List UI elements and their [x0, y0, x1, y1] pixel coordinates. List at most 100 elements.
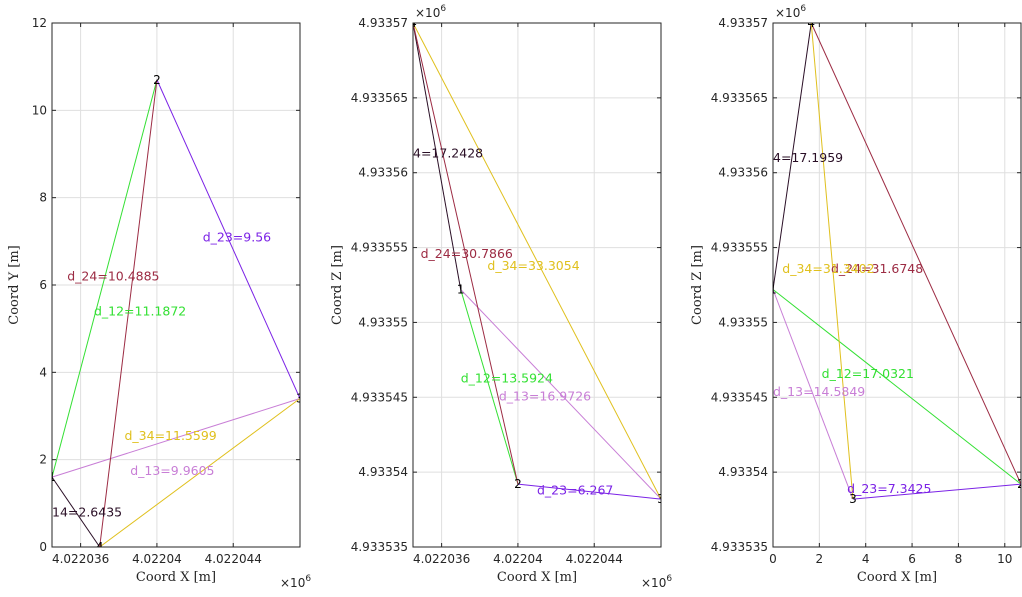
segment-line [772, 289, 1022, 485]
segment-label: 14=2.6435 [52, 504, 122, 519]
chart-panel-2: 4.022036 4.02204 4.022044 4.933535 4.93354 4.… [330, 4, 672, 590]
point-label: 4 [409, 16, 417, 30]
plot-frame [412, 22, 662, 548]
segment-line [810, 22, 854, 500]
y-tick-label: 12 [32, 16, 47, 30]
y-axis-multiplier: ×106 [775, 4, 806, 20]
x-tick-label: 4.02204 [493, 552, 543, 566]
segment-line [51, 79, 158, 478]
y-axis-label: Coord Y [m] [7, 245, 22, 324]
y-tick-label: 0 [39, 540, 47, 554]
point-labels: 1 2 3 4 [769, 16, 1022, 506]
point-label: 1 [48, 470, 56, 484]
y-tick-label: 10 [32, 103, 47, 117]
segment-line [460, 289, 662, 500]
segment-label: d_12=17.0321 [822, 366, 914, 381]
y-tick-label: 4.933545 [351, 390, 408, 404]
segment-line [99, 398, 301, 548]
point-labels: 1 2 3 4 [48, 73, 304, 554]
segment-label: 4=17.2428 [413, 146, 483, 161]
point-label: 3 [657, 492, 665, 506]
point-label: 2 [1017, 477, 1022, 491]
x-axis-multiplier: ×106 [280, 574, 311, 590]
point-label: 1 [457, 282, 465, 296]
segment-label: d_34=33.3054 [487, 258, 579, 273]
x-axis-label: Coord X [m] [857, 570, 937, 585]
segment-line [412, 22, 519, 485]
y-tick-label: 4.93354 [718, 465, 768, 479]
y-tick-label: 8 [39, 191, 47, 205]
y-tick-label: 4.93357 [718, 16, 768, 30]
y-axis-multiplier-exponent: 6 [440, 4, 446, 14]
segment-label: 4=17.1959 [773, 150, 843, 165]
point-label: 3 [296, 392, 304, 406]
y-tick-label: 4.93354 [358, 465, 408, 479]
y-axis-label: Coord Z [m] [690, 245, 705, 325]
y-tick-label: 4.93355 [718, 315, 768, 329]
point-label: 2 [153, 73, 161, 87]
y-axis-multiplier-exponent: 6 [800, 4, 806, 14]
point-labels: 1 2 3 4 [409, 16, 665, 506]
segment-line [51, 398, 301, 478]
x-tick-label: 4.022044 [205, 552, 262, 566]
segment-label: d_13=14.5849 [773, 384, 865, 399]
segment-labels: d_12=11.1872 d_13=9.9605 d_23=9.56 14=2.643… [52, 229, 271, 519]
y-tick-label: 4.933555 [351, 241, 408, 255]
plot-frame [772, 22, 1022, 548]
segment-labels: d_12=17.0321 d_13=14.5849 d_23=7.3425 4=17.… [773, 150, 931, 496]
point-label: 3 [849, 492, 857, 506]
x-tick-label: 6 [908, 552, 916, 566]
y-tick-label: 4.933565 [711, 91, 768, 105]
segment-line [517, 483, 662, 500]
segment-label: d_23=6.267 [537, 483, 613, 498]
segment-label: d_12=11.1872 [94, 304, 186, 319]
x-tick-label: 2 [816, 552, 824, 566]
x-tick-label: 4 [862, 552, 870, 566]
y-tick-label: 2 [39, 453, 47, 467]
y-tick-label: 4.93357 [358, 16, 408, 30]
segment-line [412, 22, 662, 500]
y-tick-label: 4.933545 [711, 390, 768, 404]
segment-label: d_13=9.9605 [130, 463, 214, 478]
x-axis-label: Coord X [m] [136, 570, 216, 585]
y-tick-label: 4.93355 [358, 315, 408, 329]
segment-line [772, 22, 812, 290]
x-tick-label: 0 [769, 552, 777, 566]
y-tick-label: 4.933535 [711, 540, 768, 554]
y-tick-label: 4 [39, 365, 47, 379]
y-tick-label: 6 [39, 278, 47, 292]
chart-panel-3: 0 2 4 6 8 104.9335354.933544.9335454.933554.9… [690, 4, 1022, 585]
segment-line [772, 289, 854, 500]
point-label: 2 [514, 477, 522, 491]
segment-label: d_23=9.56 [203, 229, 271, 244]
y-axis-multiplier: ×106 [415, 4, 446, 20]
x-axis-multiplier-exponent: 6 [666, 574, 672, 584]
segment-line [99, 79, 158, 548]
x-tick-label: 4.02204 [132, 552, 182, 566]
x-tick-label: 10 [997, 552, 1012, 566]
segment-label: d_24=30.7866 [421, 246, 513, 261]
segment-label: d_34=11.5599 [124, 428, 216, 443]
segment-label: d_13=16.9726 [499, 388, 591, 403]
segment-line [51, 476, 101, 548]
x-axis-multiplier: ×106 [641, 574, 672, 590]
segment-label: d_24=31.6748 [831, 261, 923, 276]
point-label: 4 [96, 540, 104, 554]
x-tick-label: 4.022036 [413, 552, 470, 566]
point-label: 1 [769, 282, 777, 296]
segment-line [810, 22, 1022, 485]
x-axis-label: Coord X [m] [497, 570, 577, 585]
segment-label: d_12=13.5924 [461, 370, 553, 385]
segment-line [156, 79, 301, 399]
point-label: 4 [807, 16, 815, 30]
segment-label: d_24=10.4885 [67, 269, 159, 284]
x-tick-label: 4.022044 [566, 552, 623, 566]
y-tick-label: 4.933535 [351, 540, 408, 554]
segment-label: d_34=31.3402 [782, 261, 874, 276]
segment-labels: d_12=13.5924 d_13=16.9726 d_23=6.267 4=17.2… [413, 146, 613, 498]
x-tick-label: 8 [955, 552, 963, 566]
segment-line [412, 22, 462, 290]
y-tick-label: 4.933555 [711, 241, 768, 255]
